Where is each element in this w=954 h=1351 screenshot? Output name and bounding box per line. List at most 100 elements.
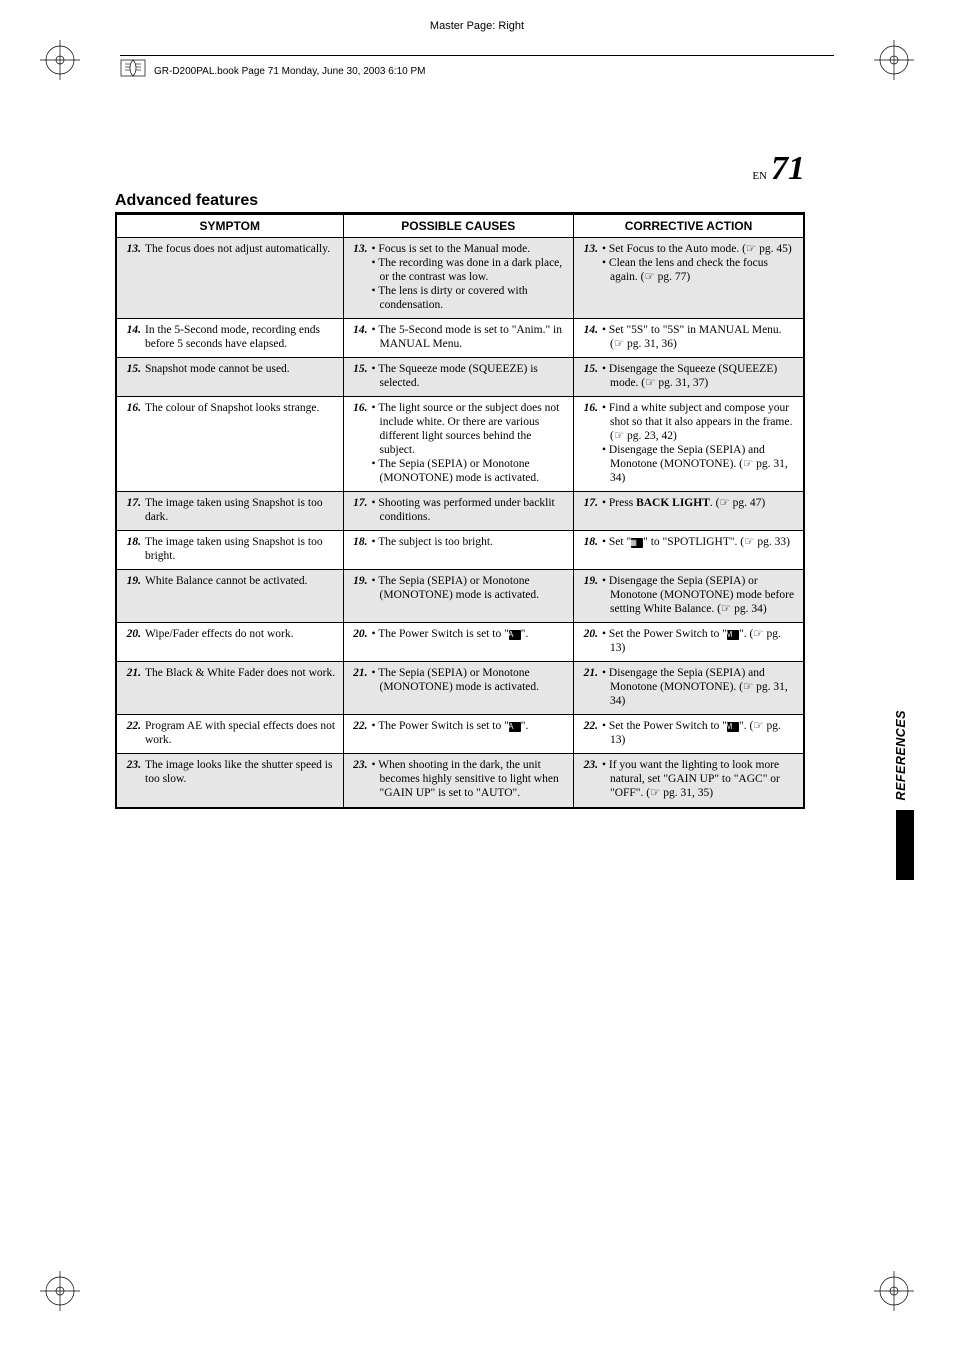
causes-text: • The light source or the subject does n… (372, 401, 567, 485)
col-symptom: SYMPTOM (116, 214, 343, 238)
action-text: • If you want the lighting to look more … (602, 758, 797, 800)
action-text: • Press BACK LIGHT. (☞ pg. 47) (602, 496, 797, 510)
row-number: 18. (580, 535, 602, 549)
causes-cell: 23.• When shooting in the dark, the unit… (343, 754, 573, 808)
action-text: • Set "5S" to "5S" in MANUAL Menu. (☞ pg… (602, 323, 797, 351)
master-page-label: Master Page: Right (0, 20, 954, 32)
causes-cell: 21.• The Sepia (SEPIA) or Monotone (MONO… (343, 662, 573, 715)
causes-text: • The subject is too bright. (372, 535, 567, 549)
row-number: 18. (350, 535, 372, 549)
action-text: • Set "▦" to "SPOTLIGHT". (☞ pg. 33) (602, 535, 797, 549)
row-number: 16. (350, 401, 372, 485)
causes-text: • The Sepia (SEPIA) or Monotone (MONOTON… (372, 666, 567, 694)
causes-text: • The Sepia (SEPIA) or Monotone (MONOTON… (372, 574, 567, 602)
symptom-text: The focus does not adjust automatically. (145, 242, 337, 256)
causes-cell: 20.• The Power Switch is set to "A". (343, 623, 573, 662)
book-line-text: GR-D200PAL.book Page 71 Monday, June 30,… (154, 66, 425, 77)
table-row: 18. The image taken using Snapshot is too… (116, 531, 804, 570)
crop-mark-tl (40, 40, 80, 80)
causes-cell: 17.• Shooting was performed under backli… (343, 492, 573, 531)
symptom-text: The image taken using Snapshot is too da… (145, 496, 337, 524)
row-number: 16. (123, 401, 145, 415)
row-number: 22. (123, 719, 145, 747)
table-row: 21.The Black & White Fader does not work… (116, 662, 804, 715)
action-text: • Disengage the Sepia (SEPIA) or Monoton… (602, 574, 797, 616)
symptom-cell: 16.The colour of Snapshot looks strange. (116, 397, 343, 492)
table-row: 22.Program AE with special effects does … (116, 715, 804, 754)
side-tab: REFERENCES (894, 710, 914, 880)
row-number: 15. (123, 362, 145, 376)
action-text: • Disengage the Sepia (SEPIA) and Monoto… (602, 666, 797, 708)
causes-text: • The Squeeze mode (SQUEEZE) is selected… (372, 362, 567, 390)
causes-text: • The Power Switch is set to "A". (372, 627, 567, 641)
table-row: 20.Wipe/Fader effects do not work.20.• T… (116, 623, 804, 662)
row-number: 22. (350, 719, 372, 733)
action-text: • Set Focus to the Auto mode. (☞ pg. 45)… (602, 242, 797, 284)
symptom-text: Wipe/Fader effects do not work. (145, 627, 337, 641)
row-number: 17. (123, 496, 145, 524)
row-number: 20. (123, 627, 145, 641)
row-number: 14. (580, 323, 602, 351)
symptom-text: The Black & White Fader does not work. (145, 666, 337, 680)
section-title: Advanced features (115, 192, 805, 210)
symptom-cell: 21.The Black & White Fader does not work… (116, 662, 343, 715)
causes-text: • When shooting in the dark, the unit be… (372, 758, 567, 800)
causes-text: • Focus is set to the Manual mode.• The … (372, 242, 567, 312)
col-action: CORRECTIVE ACTION (574, 214, 805, 238)
symptom-cell: 17.The image taken using Snapshot is too… (116, 492, 343, 531)
symptom-cell: 18.The image taken using Snapshot is too… (116, 531, 343, 570)
symptom-cell: 15.Snapshot mode cannot be used. (116, 358, 343, 397)
action-cell: 22.• Set the Power Switch to "M". (☞ pg.… (574, 715, 805, 754)
row-number: 19. (580, 574, 602, 616)
col-causes: POSSIBLE CAUSES (343, 214, 573, 238)
row-number: 22. (580, 719, 602, 747)
table-row: 14. In the 5-Second mode, recording ends … (116, 319, 804, 358)
page-frame: Master Page: Right GR-D200PAL.book Page … (0, 0, 954, 1351)
action-cell: 14.• Set "5S" to "5S" in MANUAL Menu. (☞… (574, 319, 805, 358)
row-number: 13. (123, 242, 145, 256)
row-number: 23. (123, 758, 145, 786)
row-number: 14. (350, 323, 372, 351)
table-row: 19.White Balance cannot be activated.19.… (116, 570, 804, 623)
symptom-text: Program AE with special effects does not… (145, 719, 337, 747)
row-number: 16. (580, 401, 602, 485)
crop-mark-bl (40, 1271, 80, 1311)
side-tab-block (896, 810, 914, 880)
row-number: 23. (350, 758, 372, 800)
row-number: 20. (350, 627, 372, 641)
action-cell: 21.• Disengage the Sepia (SEPIA) and Mon… (574, 662, 805, 715)
causes-cell: 19.• The Sepia (SEPIA) or Monotone (MONO… (343, 570, 573, 623)
book-icon (120, 59, 146, 82)
page-number-row: EN 71 (115, 150, 805, 188)
symptom-cell: 20.Wipe/Fader effects do not work. (116, 623, 343, 662)
symptom-cell: 22.Program AE with special effects does … (116, 715, 343, 754)
troubleshooting-table: SYMPTOM POSSIBLE CAUSES CORRECTIVE ACTIO… (115, 213, 805, 809)
side-tab-label: REFERENCES (894, 710, 908, 800)
action-cell: 18.• Set "▦" to "SPOTLIGHT". (☞ pg. 33) (574, 531, 805, 570)
table-row: 13.The focus does not adjust automatical… (116, 238, 804, 319)
action-cell: 16.• Find a white subject and compose yo… (574, 397, 805, 492)
action-cell: 23.• If you want the lighting to look mo… (574, 754, 805, 808)
row-number: 17. (350, 496, 372, 524)
action-text: • Find a white subject and compose your … (602, 401, 797, 485)
causes-text: • Shooting was performed under backlit c… (372, 496, 567, 524)
crop-mark-tr (874, 40, 914, 80)
symptom-text: White Balance cannot be activated. (145, 574, 337, 588)
symptom-text: The image taken using Snapshot is too br… (145, 535, 337, 563)
symptom-text: The colour of Snapshot looks strange. (145, 401, 337, 415)
action-cell: 13.• Set Focus to the Auto mode. (☞ pg. … (574, 238, 805, 319)
row-number: 20. (580, 627, 602, 655)
crop-mark-br (874, 1271, 914, 1311)
table-row: 17.The image taken using Snapshot is too… (116, 492, 804, 531)
row-number: 23. (580, 758, 602, 800)
symptom-text: In the 5-Second mode, recording ends bef… (145, 323, 337, 351)
en-label: EN (752, 170, 767, 182)
row-number: 19. (123, 574, 145, 588)
table-row: 23.The image looks like the shutter spee… (116, 754, 804, 808)
causes-text: • The 5-Second mode is set to "Anim." in… (372, 323, 567, 351)
action-text: • Set the Power Switch to "M". (☞ pg. 13… (602, 719, 797, 747)
causes-cell: 13.• Focus is set to the Manual mode.• T… (343, 238, 573, 319)
symptom-text: The image looks like the shutter speed i… (145, 758, 337, 786)
action-cell: 15.• Disengage the Squeeze (SQUEEZE) mod… (574, 358, 805, 397)
causes-cell: 14.• The 5-Second mode is set to "Anim."… (343, 319, 573, 358)
